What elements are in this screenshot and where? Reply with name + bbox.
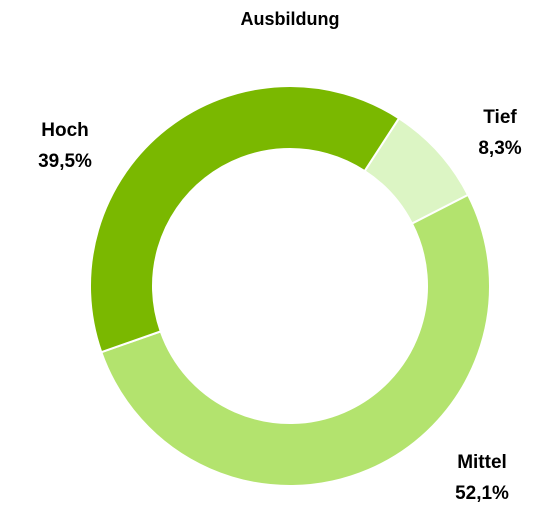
segment-label: Mittel <box>457 452 507 473</box>
donut-segment <box>89 85 401 354</box>
segment-label: Hoch <box>41 120 89 141</box>
chart-title: Ausbildung <box>241 9 340 29</box>
segment-value-label: 8,3% <box>478 138 521 159</box>
segment-value-label: 52,1% <box>455 483 509 504</box>
segment-value-label: 39,5% <box>38 151 92 172</box>
segment-label: Tief <box>483 107 517 128</box>
donut-segment <box>100 193 491 488</box>
